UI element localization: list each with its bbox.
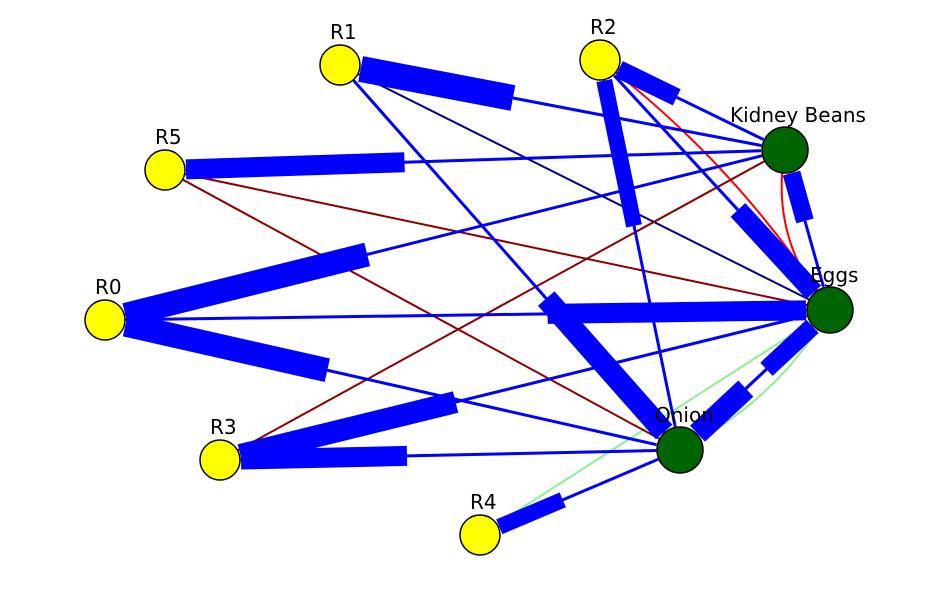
label-Eggs: Eggs — [810, 263, 858, 287]
wedge-tail-R4-Onion — [563, 459, 658, 499]
node-KidneyBeans — [762, 127, 808, 173]
label-KidneyBeans: Kidney Beans — [730, 103, 866, 127]
wedge-R0-Onion — [125, 325, 327, 371]
node-R1 — [320, 45, 360, 85]
wedge-Eggs-R0 — [548, 310, 806, 314]
node-R4 — [460, 515, 500, 555]
wedge-R3-Onion — [241, 456, 407, 460]
node-R0 — [85, 300, 125, 340]
wedge-R1-KidneyBeans — [361, 69, 513, 98]
wedge-R4-Onion — [499, 500, 562, 527]
label-R2: R2 — [590, 15, 617, 39]
label-R0: R0 — [95, 275, 122, 299]
label-R1: R1 — [330, 20, 357, 44]
wedge-R3-Eggs — [240, 402, 455, 455]
node-R2 — [580, 40, 620, 80]
node-Onion — [657, 427, 703, 473]
wedge-tail-Onion-R1 — [354, 81, 546, 299]
edge-R1-Eggs — [340, 65, 830, 310]
node-R5 — [145, 150, 185, 190]
label-Onion: Onion — [655, 403, 714, 427]
wedge-tail-R3-Onion — [407, 451, 656, 456]
wedge-Eggs-R2 — [738, 210, 814, 292]
label-R3: R3 — [210, 415, 237, 439]
node-Eggs — [807, 287, 853, 333]
wedge-KidneyBeans-Eggs — [791, 173, 804, 221]
wedge-R2-KidneyBeans — [619, 69, 677, 97]
label-R4: R4 — [470, 490, 497, 514]
node-R3 — [200, 440, 240, 480]
wedge-R0-KidneyBeans — [125, 254, 367, 314]
label-R5: R5 — [155, 125, 182, 149]
wedge-R5-KidneyBeans — [186, 162, 405, 169]
wedge-tail-Eggs-R0 — [126, 314, 548, 320]
network-graph: R0 R1 R2 R3 R4 R5 Kidney Beans Eggs Onion — [0, 0, 931, 592]
